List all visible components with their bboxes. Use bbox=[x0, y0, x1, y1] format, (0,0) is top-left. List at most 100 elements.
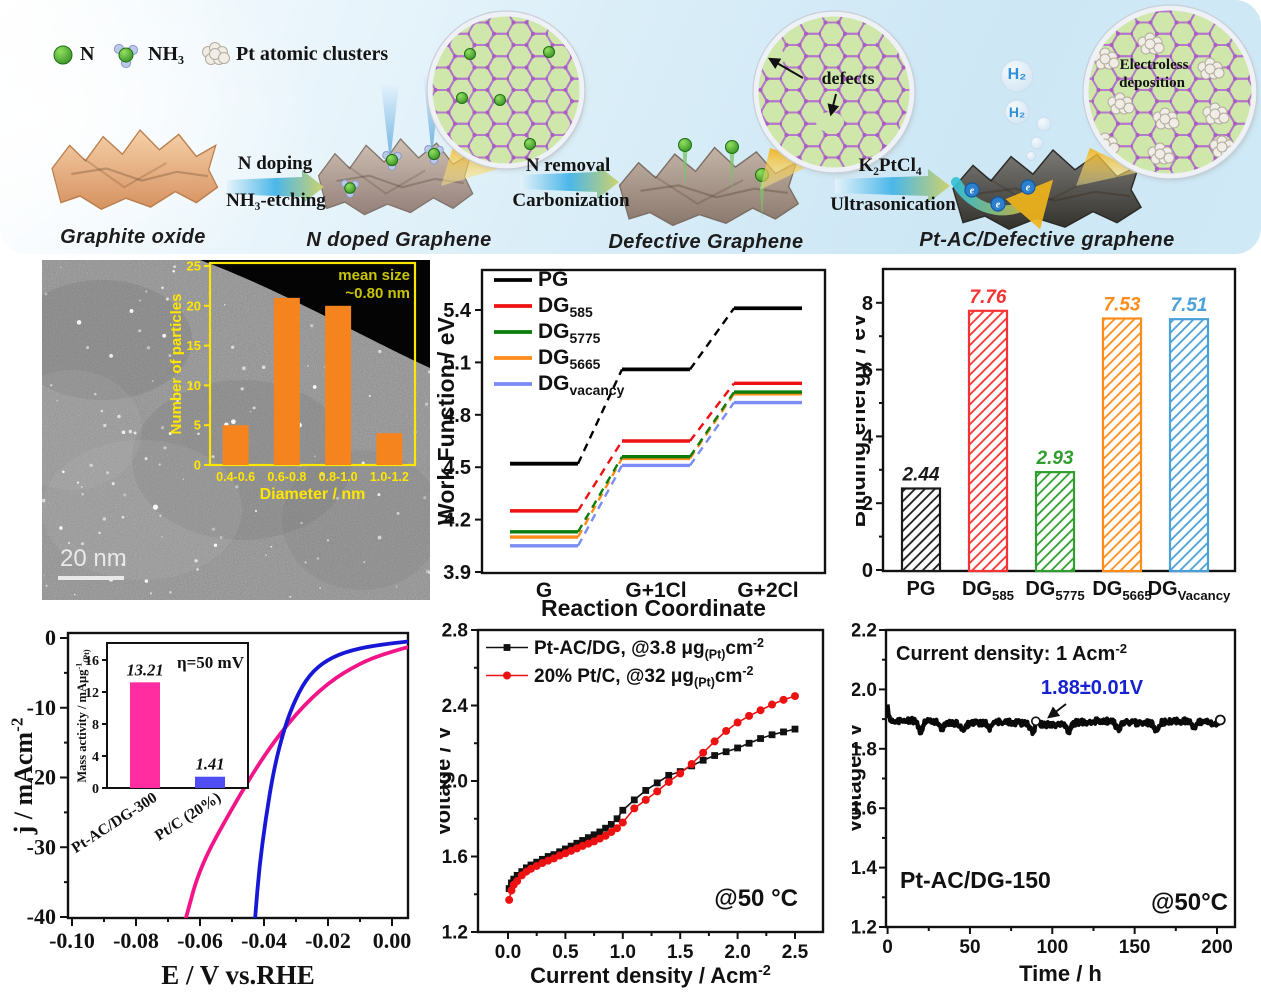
svg-text:0: 0 bbox=[92, 782, 99, 797]
svg-text:G+2Cl: G+2Cl bbox=[737, 579, 798, 602]
svg-text:7.53: 7.53 bbox=[1104, 294, 1141, 315]
svg-text:PG: PG bbox=[907, 578, 936, 600]
h2-bubble-icon bbox=[1026, 151, 1036, 161]
svg-text:1.0-1.2: 1.0-1.2 bbox=[370, 470, 409, 484]
svg-text:2.93: 2.93 bbox=[1036, 448, 1074, 469]
polarization-chart: 0.0 0.5 1.0 1.5 2.0 2.5 1.2 1.6 2.0 2.4 2.8 Current… bbox=[430, 621, 825, 988]
svg-text:1.4: 1.4 bbox=[852, 858, 877, 879]
svg-text:G+1Cl: G+1Cl bbox=[625, 579, 686, 602]
svg-text:DG585: DG585 bbox=[538, 294, 593, 320]
svg-text:20: 20 bbox=[187, 298, 201, 313]
svg-text:Diameter / nm: Diameter / nm bbox=[260, 486, 366, 503]
defective-lattice-magnifier bbox=[752, 10, 916, 174]
tem-scale-bar bbox=[58, 576, 124, 580]
arrow1-bottom-label: NH₃-etching bbox=[226, 190, 326, 211]
stage-defective-graphene-label: Defective Graphene bbox=[608, 231, 804, 253]
svg-text:Reaction Coordinate: Reaction Coordinate bbox=[541, 595, 766, 618]
svg-text:Work Function / eV: Work Function / eV bbox=[433, 316, 459, 525]
svg-text:Pt-AC/DG-150: Pt-AC/DG-150 bbox=[900, 867, 1051, 893]
svg-text:Voltage / V: Voltage / V bbox=[852, 722, 866, 833]
legend-n-label: N bbox=[80, 43, 95, 65]
svg-text:DG5665: DG5665 bbox=[538, 346, 601, 372]
svg-text:4: 4 bbox=[92, 750, 99, 765]
svg-text:2.0: 2.0 bbox=[442, 772, 468, 793]
svg-text:-0.06: -0.06 bbox=[177, 928, 223, 953]
defects-callout: defects bbox=[821, 68, 875, 88]
svg-text:PG: PG bbox=[538, 268, 568, 291]
svg-text:1.6: 1.6 bbox=[852, 799, 877, 820]
svg-text:10: 10 bbox=[187, 378, 201, 393]
arrow3-top-label: K₂PtCl₄ bbox=[858, 155, 922, 176]
magnifier-cone-3 bbox=[1076, 148, 1140, 186]
svg-text:0.00: 0.00 bbox=[373, 928, 412, 953]
h2-bubble-label-1: H₂ bbox=[1007, 66, 1027, 83]
svg-text:8: 8 bbox=[92, 718, 99, 733]
h2-bubble-icon bbox=[1004, 99, 1030, 125]
svg-text:η=50 mV: η=50 mV bbox=[177, 653, 245, 672]
svg-text:0: 0 bbox=[862, 560, 873, 582]
svg-text:4.5: 4.5 bbox=[443, 457, 471, 479]
defective-graphene-sheet bbox=[618, 146, 800, 227]
svg-text:2.44: 2.44 bbox=[902, 465, 940, 486]
svg-text:DG585: DG585 bbox=[962, 578, 1014, 603]
arrow2-top-label: N removal bbox=[525, 155, 611, 176]
svg-text:Binding energy / eV: Binding energy / eV bbox=[856, 312, 870, 527]
arrow-n-doping bbox=[227, 170, 324, 204]
svg-text:2.0: 2.0 bbox=[724, 942, 750, 963]
stage-n-doped-graphene-label: N doped Graphene bbox=[306, 229, 492, 251]
svg-text:1.2: 1.2 bbox=[852, 918, 877, 939]
svg-text:DGVacancy: DGVacancy bbox=[1148, 578, 1231, 603]
svg-text:DG5775: DG5775 bbox=[1025, 578, 1084, 603]
svg-text:100: 100 bbox=[1036, 937, 1068, 958]
h2-bubble-icon bbox=[1030, 136, 1044, 150]
electroless-deposition-callout-line2: deposition bbox=[1119, 75, 1185, 91]
svg-text:1.0: 1.0 bbox=[610, 942, 636, 963]
legend-pt-clusters-label: Pt atomic clusters bbox=[236, 43, 389, 65]
svg-text:Pt-AC/DG-300: Pt-AC/DG-300 bbox=[69, 789, 161, 857]
svg-text:2.8: 2.8 bbox=[442, 621, 468, 642]
svg-text:DG5775: DG5775 bbox=[538, 320, 601, 346]
stage-pt-ac-defective-graphene-label: Pt-AC/Defective graphene bbox=[919, 229, 1175, 251]
polarization-chart-panel: 0.0 0.5 1.0 1.5 2.0 2.5 1.2 1.6 2.0 2.4 2.8 Current… bbox=[430, 616, 852, 996]
tem-vacuum-region bbox=[200, 260, 430, 368]
svg-text:4: 4 bbox=[862, 426, 874, 448]
svg-text:5: 5 bbox=[194, 418, 201, 433]
svg-text:0: 0 bbox=[882, 937, 893, 958]
svg-text:2.4: 2.4 bbox=[442, 696, 469, 717]
svg-text:2.5: 2.5 bbox=[782, 942, 809, 963]
svg-text:@50 °C: @50 °C bbox=[714, 885, 798, 912]
legend-nh3-label: NH₃ bbox=[148, 43, 184, 65]
svg-text:25: 25 bbox=[187, 260, 201, 274]
svg-text:0.8-1.0: 0.8-1.0 bbox=[319, 470, 358, 484]
h2-bubble-label-2: H₂ bbox=[1008, 104, 1026, 120]
svg-text:1.2: 1.2 bbox=[442, 923, 468, 944]
graphite-oxide-sheet bbox=[51, 128, 219, 211]
svg-text:0.0: 0.0 bbox=[495, 942, 521, 963]
svg-text:G: G bbox=[536, 579, 552, 602]
svg-text:-30: -30 bbox=[27, 834, 56, 859]
svg-text:-20: -20 bbox=[27, 765, 56, 790]
work-function-chart-panel: 3.9 4.2 4.5 4.8 5.1 5.4 G G+1Cl G+2Cl Reaction Co… bbox=[432, 256, 842, 623]
arrow2-bottom-label: Carbonization bbox=[512, 190, 630, 211]
svg-text:15: 15 bbox=[187, 338, 201, 353]
svg-text:5.1: 5.1 bbox=[443, 352, 471, 374]
svg-text:Voltage / V: Voltage / V bbox=[440, 725, 455, 836]
svg-text:16: 16 bbox=[85, 654, 99, 669]
svg-text:3.9: 3.9 bbox=[443, 562, 471, 584]
svg-text:Current density: 1 Acm-2: Current density: 1 Acm-2 bbox=[896, 641, 1127, 665]
svg-text:e: e bbox=[1026, 183, 1031, 194]
svg-text:1.6: 1.6 bbox=[442, 847, 468, 868]
svg-text:50: 50 bbox=[959, 937, 980, 958]
svg-text:e: e bbox=[970, 186, 975, 197]
binding-energy-chart: 0 2 4 6 8 2.44 PG 7.76 DG585 2.93 DG5775 7.53 DG5665… bbox=[844, 267, 1237, 603]
svg-text:-0.10: -0.10 bbox=[49, 928, 95, 953]
svg-text:2: 2 bbox=[862, 493, 873, 515]
svg-text:7.76: 7.76 bbox=[970, 287, 1007, 308]
synthesis-scheme-panel: e e e N NH₃ Pt atomic clusters N doping NH… bbox=[0, 0, 1261, 254]
stability-chart: 0 50 100 150 200 1.2 1.4 1.6 1.8 2.0 2.2 Time / h Vo… bbox=[841, 621, 1237, 986]
svg-text:1.41: 1.41 bbox=[196, 755, 225, 774]
h2-bubble-icon bbox=[1000, 59, 1034, 93]
svg-text:0.5: 0.5 bbox=[552, 942, 579, 963]
tem-image-panel: 20 nm 0 5 10 15 20 25 0.4-0.6 0.6-0.8 0.8-1.0 1.0-… bbox=[2, 259, 442, 605]
